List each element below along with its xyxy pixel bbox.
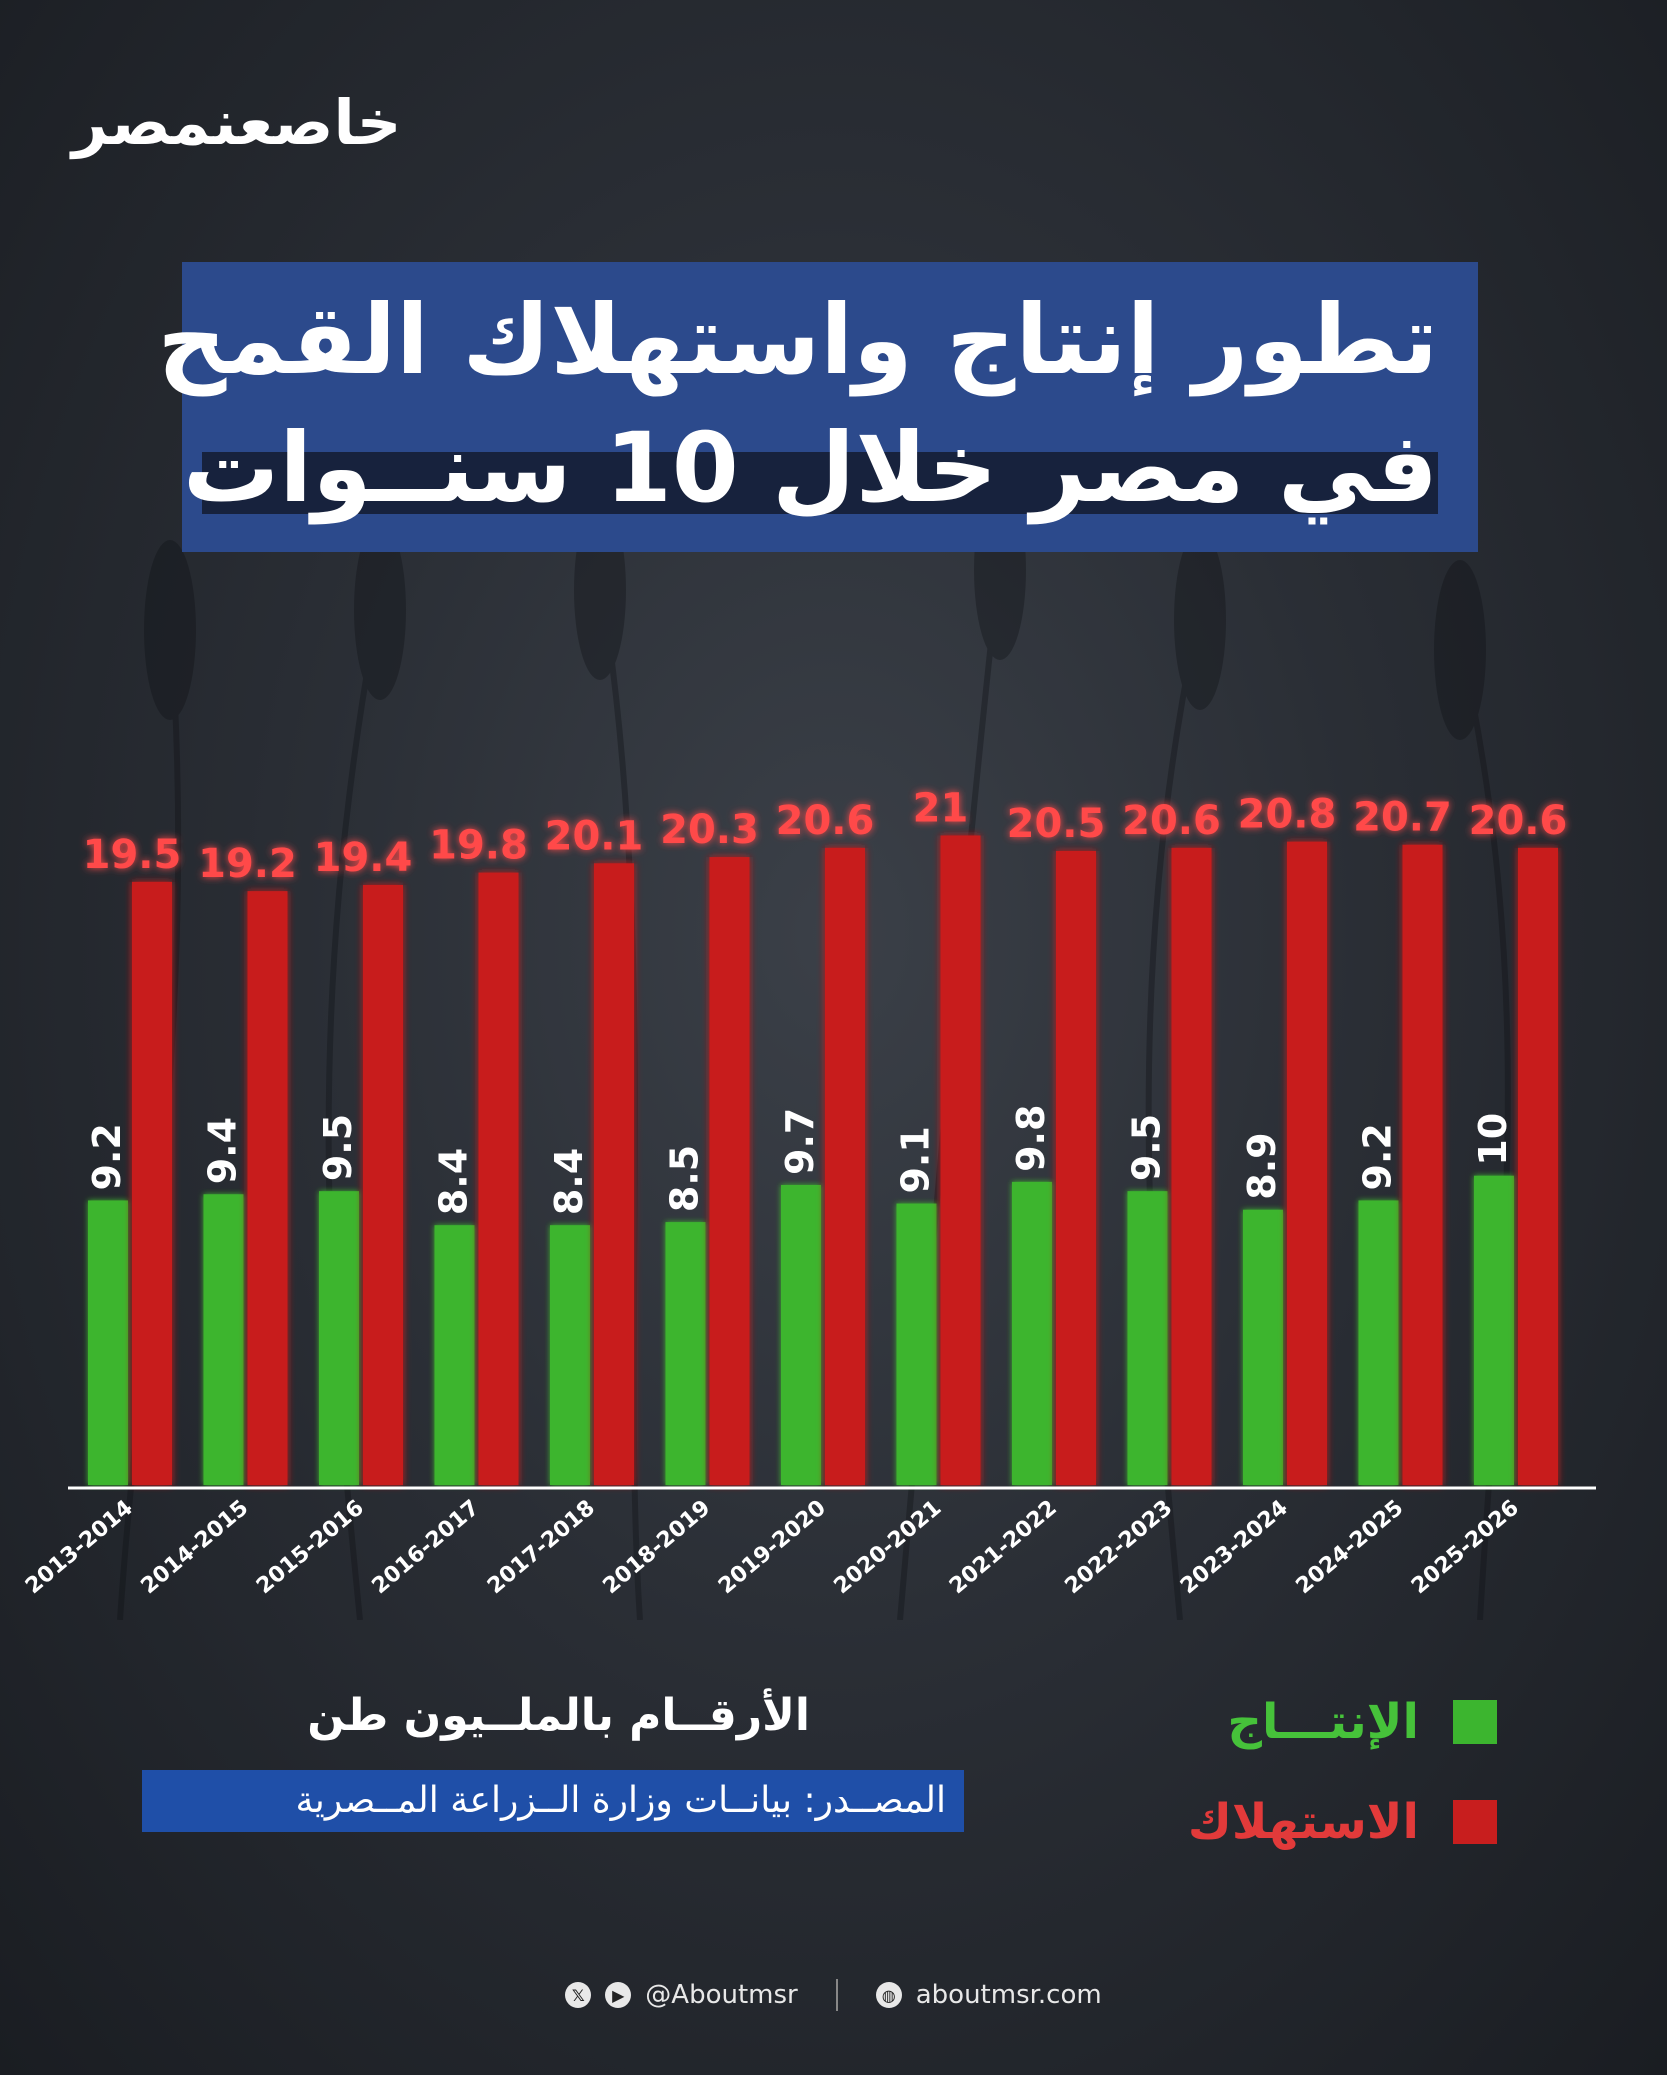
footer-handle[interactable]: @Aboutmsr (645, 1980, 798, 2010)
label-production-2015-2016: 9.5 (316, 1114, 360, 1181)
x-tick-2019-2020: 2019-2020 (714, 1495, 831, 1599)
x-tick-2021-2022: 2021-2022 (945, 1495, 1062, 1599)
bar-production-2021-2022 (1012, 1181, 1052, 1485)
label-production-2018-2019: 8.5 (663, 1145, 707, 1212)
bar-consumption-2015-2016 (363, 884, 403, 1485)
x-tick-2015-2016: 2015-2016 (252, 1495, 369, 1599)
legend-swatch-production (1453, 1700, 1497, 1744)
title-band (202, 452, 1438, 514)
x-tick-2014-2015: 2014-2015 (136, 1495, 253, 1599)
x-tick-2022-2023: 2022-2023 (1060, 1495, 1177, 1599)
label-consumption-2015-2016: 19.4 (314, 835, 413, 881)
label-production-2020-2021: 9.1 (894, 1126, 938, 1193)
bar-consumption-2013-2014 (132, 881, 172, 1485)
x-tick-2016-2017: 2016-2017 (367, 1495, 484, 1599)
label-consumption-2024-2025: 20.7 (1353, 795, 1452, 841)
label-consumption-2019-2020: 20.6 (776, 798, 875, 844)
bar-production-2022-2023 (1127, 1191, 1168, 1485)
bar-consumption-2019-2020 (825, 847, 865, 1485)
x-icon[interactable]: 𝕏 (565, 1982, 592, 2008)
bar-production-2020-2021 (896, 1203, 937, 1485)
footer-website[interactable]: aboutmsr.com (915, 1980, 1102, 2010)
bar-consumption-2020-2021 (940, 835, 981, 1485)
label-production-2025-2026: 10 (1471, 1113, 1515, 1166)
x-tick-2013-2014: 2013-2014 (21, 1495, 138, 1599)
bar-production-2015-2016 (319, 1191, 359, 1485)
globe-icon: ◍ (875, 1982, 902, 2008)
label-consumption-2016-2017: 19.8 (429, 823, 528, 869)
label-consumption-2021-2022: 20.5 (1007, 801, 1106, 847)
label-consumption-2018-2019: 20.3 (660, 807, 759, 853)
bar-consumption-2016-2017 (478, 872, 519, 1485)
legend-label-production: الإنتـــاج (1227, 1694, 1419, 1750)
brand-logo: خاصعنمصر (72, 86, 402, 159)
bar-consumption-2014-2015 (247, 891, 288, 1485)
label-production-2022-2023: 9.5 (1125, 1114, 1169, 1181)
label-consumption-2025-2026: 20.6 (1469, 798, 1568, 844)
bar-consumption-2021-2022 (1056, 850, 1096, 1485)
legend-consumption: الاستهلاك (1077, 1792, 1497, 1852)
label-consumption-2014-2015: 19.2 (198, 841, 297, 887)
title-box: تطور إنتاج واستهلاك القمح في مصر خلال 10… (157, 262, 1478, 552)
x-tick-2018-2019: 2018-2019 (598, 1495, 715, 1599)
bar-production-2017-2018 (550, 1225, 590, 1485)
label-production-2013-2014: 9.2 (85, 1123, 129, 1190)
label-consumption-2013-2014: 19.5 (83, 832, 182, 878)
label-production-2019-2020: 9.7 (778, 1108, 822, 1175)
legend-production: الإنتـــاج (1077, 1692, 1497, 1752)
legend-swatch-consumption (1453, 1800, 1497, 1844)
units-note: الأرقــام بالملــيون طن (307, 1690, 810, 1741)
legend-label-consumption: الاستهلاك (1187, 1794, 1419, 1850)
bar-production-2014-2015 (203, 1194, 244, 1485)
bar-production-2019-2020 (781, 1184, 821, 1485)
label-consumption-2023-2024: 20.8 (1238, 792, 1337, 838)
x-tick-2020-2021: 2020-2021 (829, 1495, 946, 1599)
label-production-2023-2024: 8.9 (1240, 1132, 1284, 1199)
label-production-2014-2015: 9.4 (201, 1117, 245, 1184)
bar-consumption-2024-2025 (1402, 844, 1443, 1485)
bar-production-2016-2017 (434, 1225, 475, 1485)
label-production-2021-2022: 9.8 (1009, 1105, 1053, 1172)
bar-production-2024-2025 (1358, 1200, 1399, 1485)
footer: 𝕏 ▶ @Aboutmsr ◍ aboutmsr.com (0, 1975, 1667, 2015)
chart-title-line2: في مصر خلال 10 سنــوات (182, 412, 1438, 524)
bar-production-2018-2019 (665, 1222, 706, 1485)
bar-consumption-2022-2023 (1171, 847, 1212, 1485)
x-tick-2023-2024: 2023-2024 (1176, 1495, 1293, 1599)
bar-chart: 9.2 19.5 9.4 19.2 9.5 19.4 8.4 19.8 8.4 20.1 8.5 20… (21, 785, 1596, 1599)
x-tick-2024-2025: 2024-2025 (1291, 1495, 1408, 1599)
x-tick-2017-2018: 2017-2018 (483, 1495, 600, 1599)
footer-separator (835, 1979, 838, 2011)
source-note: المصــدر: بيانــات وزارة الــزراعة المــ… (142, 1770, 964, 1832)
bar-production-2023-2024 (1243, 1209, 1283, 1485)
label-production-2016-2017: 8.4 (432, 1148, 476, 1215)
label-production-2024-2025: 9.2 (1356, 1123, 1400, 1190)
bar-consumption-2023-2024 (1287, 841, 1327, 1485)
label-consumption-2020-2021: 21 (913, 785, 969, 831)
bar-production-2025-2026 (1474, 1175, 1514, 1485)
label-consumption-2017-2018: 20.1 (545, 813, 644, 859)
chart-title-line1: تطور إنتاج واستهلاك القمح (157, 284, 1438, 396)
bar-consumption-2018-2019 (709, 857, 750, 1485)
label-consumption-2022-2023: 20.6 (1122, 798, 1221, 844)
bar-consumption-2017-2018 (594, 863, 634, 1485)
bar-production-2013-2014 (88, 1200, 128, 1485)
bar-consumption-2025-2026 (1518, 847, 1558, 1485)
label-production-2017-2018: 8.4 (547, 1148, 591, 1215)
x-tick-2025-2026: 2025-2026 (1407, 1495, 1524, 1599)
youtube-icon[interactable]: ▶ (605, 1982, 632, 2008)
